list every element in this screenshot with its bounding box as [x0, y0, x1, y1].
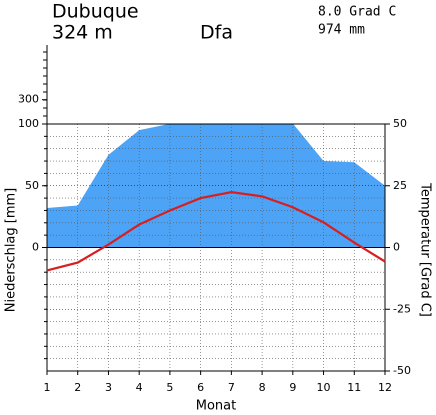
annual-precipitation: 974 mm	[318, 23, 365, 38]
x-tick-label: 6	[197, 381, 204, 394]
y-tick-label: 50	[25, 179, 39, 192]
y-tick-label: 100	[18, 117, 39, 130]
x-tick-label: 10	[317, 381, 331, 394]
y2-tick-label: -25	[393, 302, 411, 315]
x-axis-label: Monat	[196, 399, 236, 414]
x-tick-label: 4	[136, 381, 143, 394]
chart-subtitle: 324 m	[52, 22, 113, 44]
y2-tick-label: 25	[393, 179, 407, 192]
x-tick-label: 1	[44, 381, 51, 394]
y2-tick-label: 50	[393, 117, 407, 130]
x-tick-label: 12	[378, 381, 392, 394]
y-axis-label: Niederschlag [mm]	[4, 188, 19, 313]
climate-class: Dfa	[200, 22, 233, 44]
x-tick-label: 2	[74, 381, 81, 394]
x-tick-label: 3	[105, 381, 112, 394]
x-tick-label: 11	[347, 381, 361, 394]
y2-tick-label: 0	[393, 241, 400, 254]
x-tick-label: 5	[166, 381, 173, 394]
y2-axis-label: Temperatur [Grad C]	[418, 182, 433, 317]
chart-title: Dubuque	[52, 1, 139, 23]
y2-tick-label: -50	[393, 364, 411, 377]
x-tick-label: 7	[228, 381, 235, 394]
temperature-line	[46, 191, 386, 272]
mean-temperature: 8.0 Grad C	[318, 5, 396, 20]
x-tick-label: 9	[289, 381, 296, 394]
y-tick-label: 0	[32, 241, 39, 254]
y-tick-label: 300	[18, 93, 39, 106]
x-tick-label: 8	[259, 381, 266, 394]
